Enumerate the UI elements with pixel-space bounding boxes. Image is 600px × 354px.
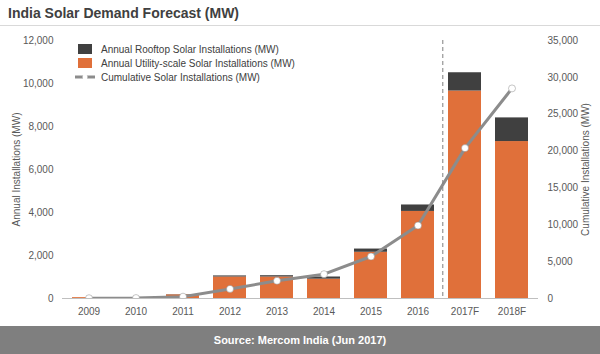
svg-text:2014: 2014 xyxy=(313,306,336,317)
svg-text:35,000: 35,000 xyxy=(548,35,579,46)
html-text:Annual Rooftop Solar Installat: Annual Rooftop Solar Installations (MW) xyxy=(101,43,279,55)
svg-text:0: 0 xyxy=(48,293,54,304)
svg-text:2018F: 2018F xyxy=(498,306,526,317)
svg-text:2016: 2016 xyxy=(407,306,430,317)
svg-text:10,000: 10,000 xyxy=(548,219,579,230)
svg-text:2011: 2011 xyxy=(172,306,194,317)
svg-text:15,000: 15,000 xyxy=(548,182,579,193)
svg-text:25,000: 25,000 xyxy=(548,108,579,119)
svg-text:Cumulative Installations (MW): Cumulative Installations (MW) xyxy=(580,103,591,236)
html-text:Annual Utility-scale Solar Ins: Annual Utility-scale Solar Installations… xyxy=(101,57,295,69)
svg-text:5,000: 5,000 xyxy=(548,256,573,267)
svg-text:12,000: 12,000 xyxy=(23,35,54,46)
html-text:Source: Mercom India (Jun 2017: Source: Mercom India (Jun 2017) xyxy=(213,334,387,346)
svg-text:10,000: 10,000 xyxy=(23,78,54,89)
html-text:Cumulative Solar Installations: Cumulative Solar Installations (MW) xyxy=(101,71,260,83)
svg-text:0: 0 xyxy=(548,293,554,304)
svg-text:2015: 2015 xyxy=(360,306,383,317)
svg-text:8,000: 8,000 xyxy=(28,121,53,132)
html-text:India Solar Demand Forecast (M: India Solar Demand Forecast (MW) xyxy=(8,5,239,21)
svg-text:Annual Installations (MW): Annual Installations (MW) xyxy=(11,113,22,227)
svg-text:6,000: 6,000 xyxy=(28,164,53,175)
svg-text:2009: 2009 xyxy=(78,306,101,317)
svg-text:2017F: 2017F xyxy=(451,306,479,317)
svg-text:2013: 2013 xyxy=(266,306,289,317)
svg-text:20,000: 20,000 xyxy=(548,145,579,156)
svg-text:4,000: 4,000 xyxy=(28,207,53,218)
svg-text:30,000: 30,000 xyxy=(548,72,579,83)
svg-text:2012: 2012 xyxy=(219,306,242,317)
svg-text:2010: 2010 xyxy=(125,306,148,317)
svg-text:2,000: 2,000 xyxy=(28,250,53,261)
